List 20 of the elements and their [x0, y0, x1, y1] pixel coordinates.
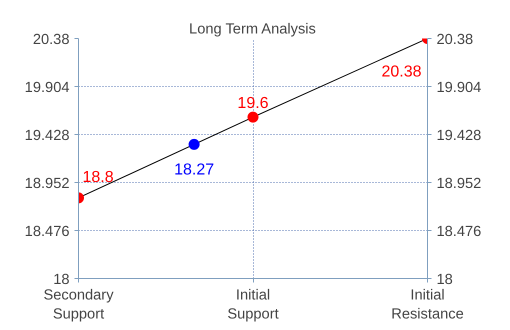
y2-tick-label: 19.428: [436, 128, 482, 144]
y-tick-label: 18: [53, 272, 70, 288]
y2-tick-label: 18.952: [436, 176, 482, 192]
y2-tick-label: 19.904: [436, 80, 482, 96]
x-tick-label: Initial Resistance: [391, 288, 464, 323]
y2-tick-label: 20.38: [436, 32, 474, 48]
y-tick-label: 19.428: [24, 128, 70, 144]
chart-title: Long Term Analysis: [189, 22, 316, 38]
y2-tick-label: 18: [436, 272, 453, 288]
y-tick-label: 18.476: [24, 224, 70, 240]
data-label: 18.8: [82, 168, 114, 186]
x-tick-label: Initial Support: [227, 288, 279, 323]
y-tick-label: 20.38: [32, 32, 70, 48]
y-tick-label: 18.952: [24, 176, 70, 192]
annotation: 18.27: [174, 161, 214, 178]
y-tick-label: 19.904: [24, 80, 70, 96]
data-label: 20.38: [381, 64, 422, 80]
y2-tick-label: 18.476: [436, 224, 482, 240]
data-label: 19.6: [237, 95, 269, 112]
x-tick-label: Secondary Support: [43, 288, 114, 323]
